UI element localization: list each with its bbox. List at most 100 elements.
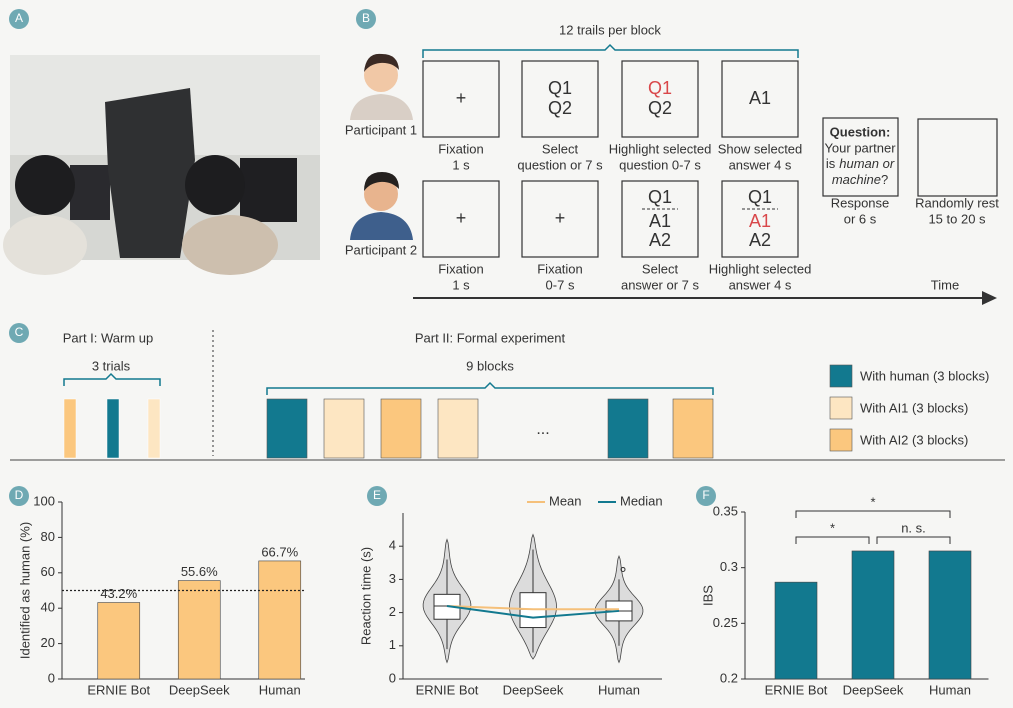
box-text: Q1: [548, 78, 572, 98]
step-caption: question or 7 s: [517, 157, 603, 172]
trial-box: [521, 60, 599, 138]
photo: [3, 55, 320, 275]
x-tick-label: Human: [259, 682, 301, 697]
formal-block: [380, 398, 422, 459]
step-caption: Fixation: [438, 141, 484, 156]
legend-label: Mean: [549, 493, 582, 508]
panel-label: F: [702, 488, 709, 502]
section-count: 9 blocks: [466, 358, 514, 373]
outlier: [620, 566, 626, 572]
step-caption: or 6 s: [844, 211, 877, 226]
value-label: 43.2%: [100, 586, 137, 601]
question-text: machine?: [832, 172, 888, 187]
y-axis-label: IBS: [700, 585, 715, 606]
time-label: Time: [931, 277, 959, 292]
step-caption: question 0-7 s: [619, 157, 701, 172]
legend-label: With AI2 (3 blocks): [860, 432, 968, 447]
x-tick-label: DeepSeek: [843, 682, 904, 697]
legend-label: Median: [620, 493, 663, 508]
y-tick-label: 0.25: [713, 615, 738, 630]
x-tick-label: Human: [598, 682, 640, 697]
legend-label: With human (3 blocks): [860, 368, 989, 383]
step-caption: Highlight selected: [609, 141, 712, 156]
bar: [774, 581, 818, 680]
legend-swatch: [829, 364, 853, 388]
y-tick-label: 4: [389, 538, 396, 553]
y-tick-label: 1: [389, 637, 396, 652]
bar: [97, 602, 141, 680]
bar: [177, 580, 221, 680]
step-caption: Highlight selected: [709, 261, 812, 276]
y-tick-label: 0: [48, 670, 55, 685]
trial-block: [63, 398, 77, 459]
y-tick-label: 2: [389, 604, 396, 619]
step-caption: Fixation: [537, 261, 583, 276]
significance-label: *: [870, 494, 875, 509]
step-caption: Randomly rest: [915, 195, 999, 210]
panel-label: D: [15, 488, 24, 502]
bar: [928, 550, 972, 680]
x-tick-label: DeepSeek: [503, 682, 564, 697]
panel-label: B: [362, 11, 370, 25]
legend-swatch: [829, 396, 853, 420]
box-text: Q1: [648, 187, 672, 207]
trial-block: [106, 398, 120, 459]
formal-block: [607, 398, 649, 459]
question-title: Question:: [830, 124, 891, 139]
x-tick-label: Human: [929, 682, 971, 697]
panel-badge: [9, 323, 29, 343]
box-text: Q2: [548, 98, 572, 118]
panel-badge: [9, 9, 29, 29]
participant-name: Participant 2: [345, 242, 417, 257]
step-caption: answer 4 s: [729, 277, 792, 292]
participant-name: Participant 1: [345, 122, 417, 137]
significance-bracket: [795, 510, 951, 518]
trial-box: [422, 180, 500, 258]
y-tick-label: 20: [41, 635, 55, 650]
section-title: Part I: Warm up: [63, 330, 154, 345]
significance-bracket: [876, 536, 951, 544]
y-tick-label: 60: [41, 564, 55, 579]
step-caption: Select: [542, 141, 579, 156]
significance-label: n. s.: [901, 520, 926, 535]
participant-icon: [350, 172, 413, 240]
box-text: A2: [749, 230, 771, 250]
step-caption: 1 s: [452, 157, 470, 172]
section-count: 3 trials: [92, 358, 131, 373]
panel-badge: [367, 486, 387, 506]
step-caption: Select: [642, 261, 679, 276]
significance-bracket: [795, 536, 870, 544]
step-caption: Response: [831, 195, 890, 210]
legend-swatch: [829, 428, 853, 452]
box-text: +: [555, 208, 566, 228]
trial-box: [721, 180, 799, 258]
question-text: is: [826, 156, 836, 171]
trial-box: [721, 60, 799, 138]
y-axis-label: Identified as human (%): [17, 522, 32, 659]
x-tick-label: ERNIE Bot: [765, 682, 828, 697]
y-tick-label: 40: [41, 600, 55, 615]
step-caption: Show selected: [718, 141, 803, 156]
x-tick-label: ERNIE Bot: [87, 682, 150, 697]
rest-box: [917, 118, 998, 197]
bracket: [266, 381, 714, 395]
participant-icon: [350, 53, 413, 120]
question-text: ?: [881, 172, 888, 187]
box-text: Q2: [648, 98, 672, 118]
formal-block: [672, 398, 714, 459]
step-caption: 1 s: [452, 277, 470, 292]
y-tick-label: 0.2: [720, 670, 738, 685]
y-tick-label: 0.35: [713, 503, 738, 518]
panel-label: E: [373, 488, 381, 502]
x-tick-label: ERNIE Bot: [416, 682, 479, 697]
trial-box: [422, 60, 500, 138]
series-line: [446, 604, 620, 619]
step-caption: 15 to 20 s: [928, 211, 986, 226]
arrow-head: [982, 291, 997, 305]
step-caption: 0-7 s: [546, 277, 575, 292]
section-title: Part II: Formal experiment: [415, 330, 566, 345]
box-text: A1: [749, 88, 771, 108]
box-text: A1: [649, 211, 671, 231]
question-text: Your partner: [824, 140, 896, 155]
